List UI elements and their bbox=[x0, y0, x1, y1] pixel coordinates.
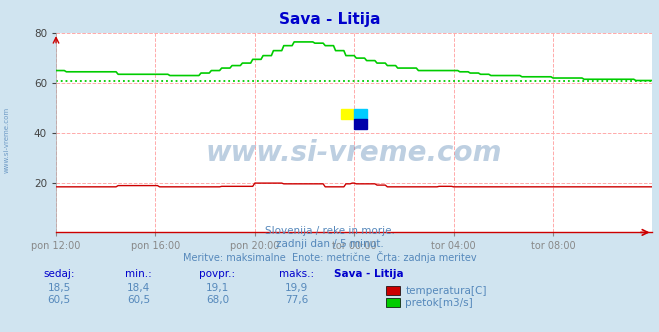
Text: 19,1: 19,1 bbox=[206, 283, 229, 292]
Text: 18,5: 18,5 bbox=[47, 283, 71, 292]
Text: 19,9: 19,9 bbox=[285, 283, 308, 292]
Text: www.si-vreme.com: www.si-vreme.com bbox=[206, 139, 502, 167]
Text: povpr.:: povpr.: bbox=[200, 269, 235, 279]
Text: maks.:: maks.: bbox=[279, 269, 314, 279]
Text: zadnji dan / 5 minut.: zadnji dan / 5 minut. bbox=[275, 239, 384, 249]
Text: 77,6: 77,6 bbox=[285, 295, 308, 305]
Text: Slovenija / reke in morje.: Slovenija / reke in morje. bbox=[264, 226, 395, 236]
Text: min.:: min.: bbox=[125, 269, 152, 279]
Bar bbox=[355, 109, 367, 119]
Text: Sava - Litija: Sava - Litija bbox=[279, 12, 380, 27]
Text: sedaj:: sedaj: bbox=[43, 269, 75, 279]
Text: pretok[m3/s]: pretok[m3/s] bbox=[405, 298, 473, 308]
Text: 18,4: 18,4 bbox=[127, 283, 150, 292]
Text: 60,5: 60,5 bbox=[47, 295, 71, 305]
Text: www.si-vreme.com: www.si-vreme.com bbox=[3, 106, 10, 173]
Text: temperatura[C]: temperatura[C] bbox=[405, 286, 487, 295]
Text: 68,0: 68,0 bbox=[206, 295, 229, 305]
Text: 60,5: 60,5 bbox=[127, 295, 150, 305]
Text: Meritve: maksimalne  Enote: metrične  Črta: zadnja meritev: Meritve: maksimalne Enote: metrične Črta… bbox=[183, 251, 476, 263]
Text: Sava - Litija: Sava - Litija bbox=[334, 269, 404, 279]
Bar bbox=[355, 119, 367, 129]
Bar bbox=[341, 109, 355, 119]
